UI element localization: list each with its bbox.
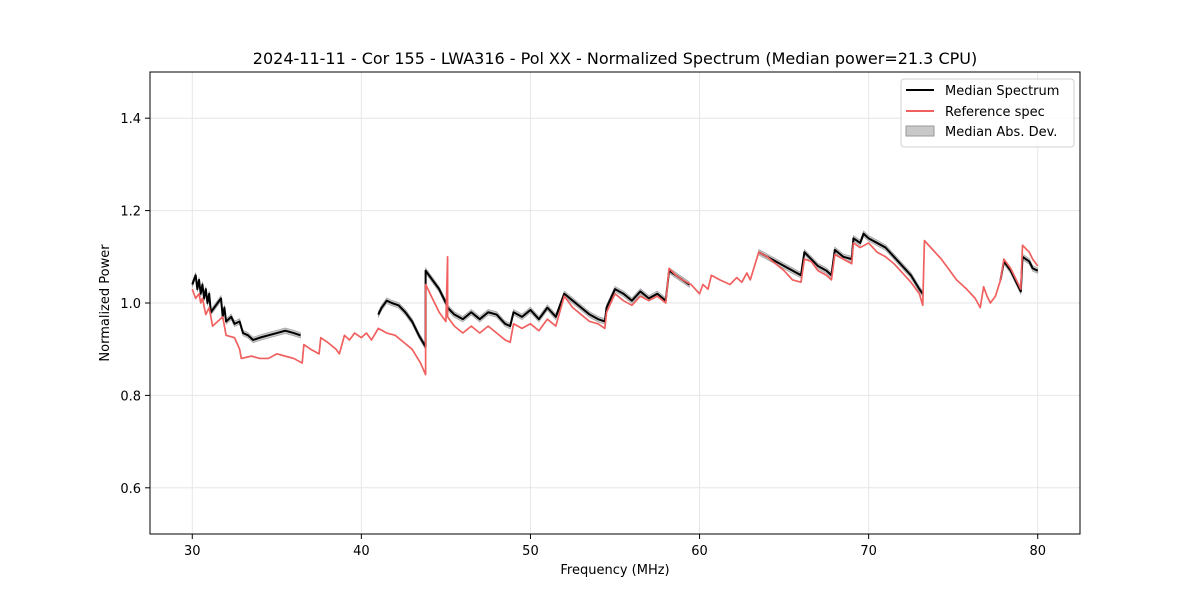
y-tick-label: 1.4 bbox=[120, 112, 141, 127]
legend-reference-label: Reference spec bbox=[945, 105, 1045, 120]
median-spectrum-line bbox=[377, 269, 690, 348]
y-tick-label: 0.6 bbox=[120, 482, 141, 497]
x-tick-label: 70 bbox=[860, 544, 877, 559]
x-tick-label: 30 bbox=[184, 544, 201, 559]
x-axis: 30 40 50 60 70 80 bbox=[184, 534, 1046, 559]
chart-title: 2024-11-11 - Cor 155 - LWA316 - Pol XX -… bbox=[253, 49, 977, 68]
median-spectrum-line bbox=[758, 232, 924, 295]
legend-mad-swatch bbox=[905, 125, 935, 137]
y-axis-label: Normalized Power bbox=[98, 244, 113, 362]
legend-box bbox=[900, 78, 1075, 148]
y-tick-label: 1.2 bbox=[120, 205, 141, 220]
plot-area bbox=[191, 230, 1039, 376]
y-axis: 0.6 0.8 1.0 1.2 1.4 bbox=[120, 112, 150, 497]
x-tick-label: 40 bbox=[353, 544, 370, 559]
legend: Median Spectrum Reference spec Median Ab… bbox=[900, 78, 1075, 148]
median-abs-dev-band bbox=[377, 266, 690, 351]
y-tick-label: 0.8 bbox=[120, 389, 141, 404]
median-spectrum-line bbox=[999, 255, 1039, 293]
y-tick-label: 1.0 bbox=[120, 297, 141, 312]
legend-mad-label: Median Abs. Dev. bbox=[945, 125, 1057, 140]
x-tick-label: 80 bbox=[1029, 544, 1046, 559]
reference-spectrum-line bbox=[191, 239, 1039, 376]
legend-median-label: Median Spectrum bbox=[945, 84, 1059, 99]
x-tick-label: 50 bbox=[522, 544, 539, 559]
x-axis-label: Frequency (MHz) bbox=[560, 563, 669, 578]
x-tick-label: 60 bbox=[691, 544, 708, 559]
